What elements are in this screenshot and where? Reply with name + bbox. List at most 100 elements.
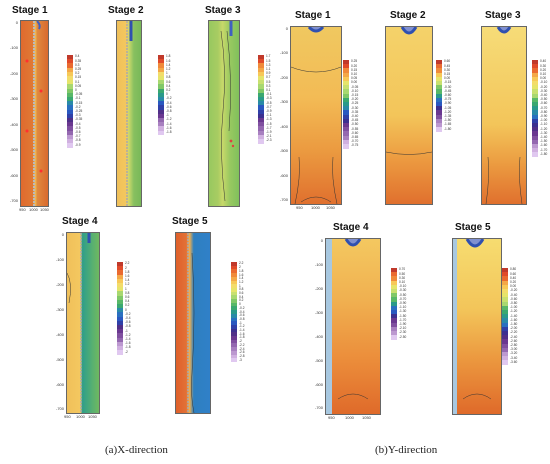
y-tick-label: -500	[55, 357, 64, 362]
contour-lines	[291, 27, 341, 204]
legend-label: 0.30	[444, 67, 451, 72]
legend-label: -0.50	[351, 122, 359, 127]
legend-swatch	[67, 92, 73, 98]
legend-label: -0.8	[75, 138, 81, 143]
y-tick-label: -700	[314, 405, 323, 410]
legend-swatch	[231, 295, 237, 300]
legend-label: 1.1	[266, 67, 271, 71]
legend-label: -1.80	[540, 151, 548, 156]
legend-swatch	[117, 316, 123, 322]
legend-label: -1.4	[166, 121, 172, 126]
contour-map	[481, 26, 527, 205]
legend-label: 0.10	[399, 280, 406, 284]
legend-swatch	[258, 63, 264, 68]
legend-swatch	[67, 134, 73, 140]
legend-swatch	[532, 114, 538, 120]
legend-label: -2.50	[399, 334, 407, 339]
legend-label: 0.00	[444, 76, 451, 81]
legend-label: -0.05	[75, 92, 83, 97]
legend-label: 0.9	[266, 71, 271, 76]
legend-label: -0.35	[351, 109, 359, 114]
legend-swatch	[158, 109, 164, 115]
legend-swatch	[436, 76, 442, 82]
legend-swatch	[258, 101, 264, 106]
legend-label: -2.2	[239, 342, 245, 347]
legend-swatch	[436, 60, 442, 65]
legend-label: 0.60	[444, 59, 451, 64]
legend-label: 0.20	[351, 63, 358, 68]
legend-label: -1.8	[239, 335, 245, 340]
legend-swatch	[391, 322, 397, 328]
legend-label: 0.2	[125, 303, 130, 308]
legend-label: 2.2	[239, 261, 244, 266]
legend-label: 2	[239, 265, 241, 270]
legend-label: -2.3	[266, 138, 272, 143]
y-tick-label: -400	[279, 124, 288, 129]
legend-label: 0.05	[75, 83, 82, 88]
stage-title: Stage 2	[390, 10, 426, 21]
legend-label: -0.15	[444, 80, 452, 85]
legend-swatch	[436, 102, 442, 107]
y-tick-label: -200	[55, 282, 64, 287]
legend-label: -1.1	[266, 113, 272, 118]
legend-label: 0.40	[540, 59, 547, 64]
legend-label: -3.20	[510, 351, 518, 356]
legend-swatch	[117, 262, 123, 267]
legend-swatch	[343, 114, 349, 120]
legend-label: -2.10	[399, 326, 407, 331]
legend-swatch	[258, 126, 264, 131]
legend-label: 0.00	[510, 284, 517, 289]
contour-map	[452, 238, 502, 415]
legend-label: 0.00	[540, 76, 547, 81]
legend-label: -0.05	[351, 84, 359, 89]
legend-swatch	[231, 291, 237, 296]
legend-label: -2.60	[510, 338, 518, 343]
legend-label: -0.40	[351, 114, 359, 118]
legend-label: 0.45	[444, 63, 451, 68]
contour-map	[116, 20, 142, 207]
y-tick-label: -100	[314, 262, 323, 267]
legend-swatch	[532, 72, 538, 78]
legend-label: -0.20	[540, 84, 548, 89]
y-tick-label: -700	[279, 197, 288, 202]
legend-label: 1.4	[125, 278, 130, 283]
legend-swatch	[258, 67, 264, 73]
legend-swatch	[158, 92, 164, 98]
legend-swatch	[117, 266, 123, 271]
legend-label: -0.30	[540, 88, 548, 93]
legend-swatch	[343, 144, 349, 149]
legend-swatch	[391, 297, 397, 302]
legend-swatch	[502, 268, 508, 273]
legend-label: -2.30	[399, 330, 407, 335]
contour-map	[20, 20, 49, 207]
legend-swatch	[117, 299, 123, 305]
legend-label: 1.2	[125, 282, 130, 287]
legend-label: -1.20	[510, 309, 518, 314]
legend-swatch	[258, 76, 264, 81]
legend-swatch	[158, 55, 164, 60]
contour-lines	[485, 27, 523, 204]
legend-label: -0.6	[239, 313, 245, 318]
legend-label: -1.40	[510, 313, 518, 318]
legend-label: -0.70	[351, 139, 359, 144]
legend-label: 1	[166, 71, 168, 76]
stage-title: Stage 3	[485, 10, 521, 21]
contour-map	[290, 26, 342, 205]
legend-label: -1.00	[540, 118, 548, 123]
legend-label: 1.2	[239, 279, 244, 284]
legend-label: 1.7	[266, 54, 271, 59]
legend-swatch	[502, 301, 508, 307]
legend-swatch	[343, 60, 349, 65]
legend-swatch	[532, 131, 538, 136]
legend-swatch	[117, 295, 123, 301]
legend-label: 1.8	[239, 268, 244, 273]
legend-swatch	[67, 101, 73, 106]
legend-label: -1.50	[540, 139, 548, 144]
legend-label: -0.30	[351, 105, 359, 110]
legend-swatch	[231, 339, 237, 344]
legend-label: -0.4	[125, 316, 131, 320]
legend-swatch	[67, 113, 73, 119]
x-tick-label: 950	[64, 414, 71, 419]
x-tick-label: 1050	[362, 415, 371, 420]
legend-label: -1.10	[399, 305, 407, 310]
